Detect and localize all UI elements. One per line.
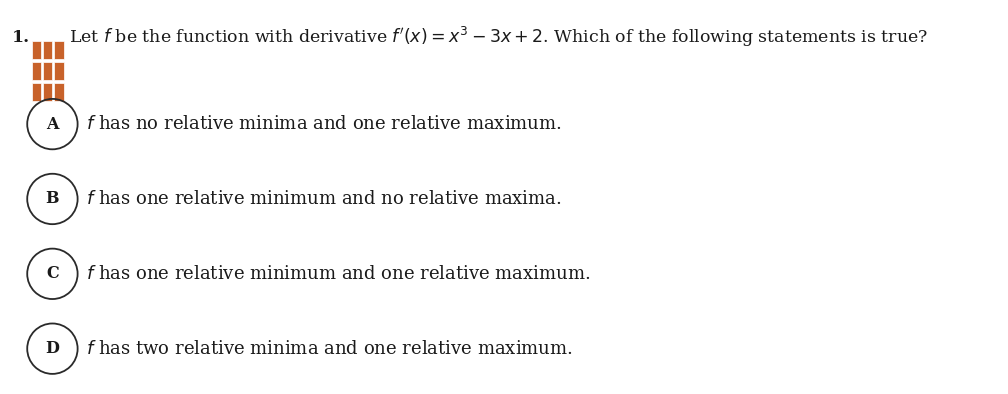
FancyBboxPatch shape: [43, 62, 52, 80]
FancyBboxPatch shape: [54, 62, 64, 80]
Text: $f$ has one relative minimum and no relative maxima.: $f$ has one relative minimum and no rela…: [86, 190, 561, 208]
Text: 1.: 1.: [12, 29, 30, 46]
Text: D: D: [45, 340, 59, 357]
FancyBboxPatch shape: [43, 41, 52, 59]
FancyBboxPatch shape: [43, 83, 52, 101]
Text: $f$ has two relative minima and one relative maximum.: $f$ has two relative minima and one rela…: [86, 340, 573, 358]
Text: Let $f$ be the function with derivative $f'(x) = x^3 - 3x + 2$. Which of the fol: Let $f$ be the function with derivative …: [69, 25, 927, 50]
Text: B: B: [45, 190, 59, 208]
FancyBboxPatch shape: [54, 83, 64, 101]
Text: $f$ has one relative minimum and one relative maximum.: $f$ has one relative minimum and one rel…: [86, 265, 590, 283]
FancyBboxPatch shape: [32, 62, 41, 80]
FancyBboxPatch shape: [54, 41, 64, 59]
Text: A: A: [46, 115, 58, 133]
Text: C: C: [46, 265, 58, 282]
FancyBboxPatch shape: [32, 83, 41, 101]
FancyBboxPatch shape: [32, 41, 41, 59]
Text: $f$ has no relative minima and one relative maximum.: $f$ has no relative minima and one relat…: [86, 115, 561, 133]
